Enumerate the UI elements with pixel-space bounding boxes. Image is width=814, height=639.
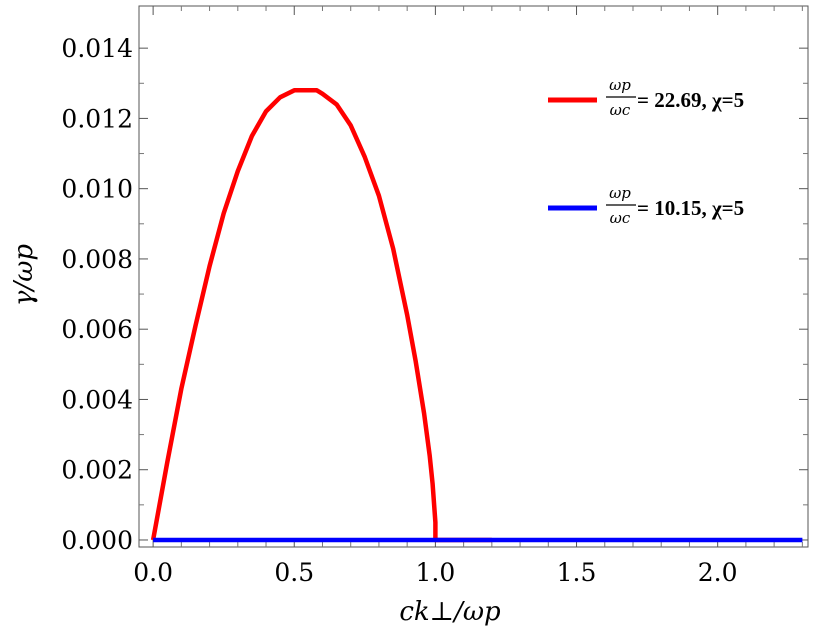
x-axis-label: ck⊥/ωp	[399, 597, 501, 627]
x-tick-label-0: 0.0	[133, 558, 173, 587]
tick-labels: 0.0 0.5 1.0 1.5 2.0 0.000 0.002 0.004 0.006 0.008…	[61, 34, 737, 587]
y-tick-label-0: 0.000	[61, 526, 133, 555]
x-tick-label-4: 2.0	[698, 558, 738, 587]
legend-label-2: = 10.15, χ=5	[637, 196, 744, 220]
y-tick-label-1: 0.002	[61, 456, 133, 485]
legend-label-1: = 22.69, χ=5	[637, 88, 744, 112]
legend-frac-num-1: ωp	[609, 76, 631, 94]
x-tick-label-3: 1.5	[557, 558, 597, 587]
y-tick-label-2: 0.004	[61, 385, 133, 414]
legend: ωp ωc = 22.69, χ=5 ωp ωc = 10.15, χ=5	[548, 76, 744, 227]
plot-frame	[138, 5, 809, 548]
series-lines	[150, 88, 803, 543]
x-tick-label-2: 1.0	[416, 558, 456, 587]
legend-frac-num-2: ωp	[609, 184, 631, 202]
legend-frac-den-2: ωc	[610, 209, 631, 227]
legend-frac-den-1: ωc	[610, 101, 631, 119]
y-tick-label-3: 0.006	[61, 315, 133, 344]
y-axis-label: γ/ωp	[9, 244, 39, 307]
series-line-red	[150, 88, 492, 543]
y-tick-label-6: 0.012	[61, 104, 133, 133]
x-tick-label-1: 0.5	[274, 558, 314, 587]
y-tick-label-5: 0.010	[61, 175, 133, 204]
axis-ticks	[139, 6, 808, 547]
y-tick-label-7: 0.014	[61, 34, 133, 63]
y-tick-label-4: 0.008	[61, 245, 133, 274]
